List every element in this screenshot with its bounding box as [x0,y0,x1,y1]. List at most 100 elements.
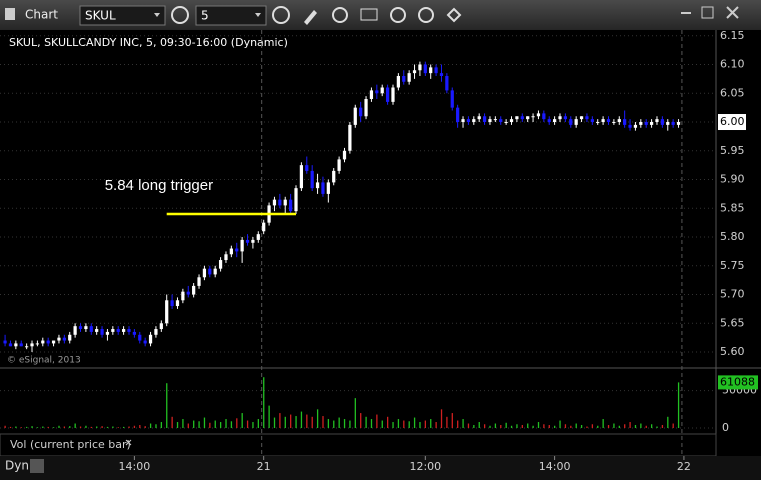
candle-body [676,122,681,125]
candle-body [245,239,250,243]
draw-icon[interactable] [304,10,317,25]
candle-body [278,199,282,206]
candle-body [563,116,568,120]
dropdown-arrow[interactable] [255,13,261,17]
volume-bar [284,416,286,428]
close[interactable] [726,6,739,19]
candle-body [272,199,277,206]
volume-bar [257,419,259,428]
volume-bar [656,426,658,428]
volume-bar [144,426,146,428]
candle-body [342,150,347,160]
maximize[interactable] [701,6,714,19]
minimize[interactable] [681,12,691,14]
dropdown-arrow[interactable] [154,13,160,17]
candle-body [461,119,465,123]
volume-bar [397,419,400,428]
candle-body [536,113,541,117]
candle-body [165,300,169,324]
settings-icon[interactable] [171,6,189,24]
volume-bar [349,420,351,428]
volume-bar [236,418,238,428]
candle-body [154,329,158,335]
symbol-input[interactable] [79,5,166,26]
candle-body [612,122,616,124]
volume-bar [430,419,432,428]
volume-bar [521,425,523,428]
last-volume-label: 61088 [720,375,755,388]
candle-body [590,119,594,123]
time-icon[interactable] [272,6,290,24]
candle-body [235,248,239,252]
y-tick-label: 5.95 [720,144,745,157]
candle-body [633,124,638,128]
candle-body [520,116,524,120]
candle-body [450,90,454,108]
candle-body [315,182,320,189]
refresh-icon[interactable] [332,7,348,23]
volume-bar [295,416,297,428]
candle-body [299,165,304,189]
volume-bar [462,419,464,428]
candle-body [95,329,99,332]
candle-body [666,122,670,125]
candle-body [148,334,153,344]
candle-body [671,122,675,125]
candle-body [364,99,368,117]
volume-bar [618,425,620,428]
candle-body [30,343,34,347]
ticker-icon[interactable] [360,8,378,21]
volume-bar [306,414,308,428]
volume-bar [381,420,383,428]
volume-bar [559,420,561,428]
candle-body [116,329,120,332]
volume-bar [408,421,410,428]
volume-bar [500,425,502,428]
volume-bar [63,426,66,428]
volume-bar [106,426,109,428]
volume-bar [209,422,211,428]
candle-body [375,90,379,94]
candle-body [208,268,212,275]
volume-bar [516,424,518,428]
candle-body [170,300,174,307]
candle-body [569,119,573,125]
candle-body [310,170,314,189]
volume-bar [166,383,168,428]
candle-body [289,199,293,212]
volume-bar [52,427,55,428]
candle-body [240,239,244,252]
replay-icon[interactable] [418,7,434,23]
volume-bar [311,416,313,428]
close-pane[interactable] [125,439,132,446]
volume-bar [133,425,136,428]
volume-bar [193,420,195,428]
footer-icon[interactable] [30,459,44,473]
volume-bar [392,422,394,428]
volume-bar [42,426,44,428]
interval-input[interactable] [195,5,267,26]
candle-body [526,116,530,120]
candle-body [262,222,266,232]
volume-bar [90,426,92,428]
volume-bar [548,425,550,428]
candle-body [391,87,395,102]
candle-body [531,116,535,118]
candle-body [132,331,136,335]
volume-bar [467,423,470,428]
volume-bar [661,425,664,428]
x-tick-label: 12:00 [409,460,441,473]
x-tick-label: 22 [677,460,691,473]
link-icon[interactable] [446,7,462,23]
volume-bar [645,425,647,428]
candle-body [488,119,492,123]
candle-body [579,116,584,120]
volume-bar [510,425,513,428]
candle-body [623,119,627,125]
y-tick-label: 6.10 [720,58,745,71]
volume-bar [252,422,254,428]
chart-title: SKUL, SKULLCANDY INC, 5, 09:30-16:00 (Dy… [9,36,288,49]
y-tick-label: 6.05 [720,86,745,99]
volume-bar [273,417,276,428]
play-icon[interactable] [390,7,406,23]
